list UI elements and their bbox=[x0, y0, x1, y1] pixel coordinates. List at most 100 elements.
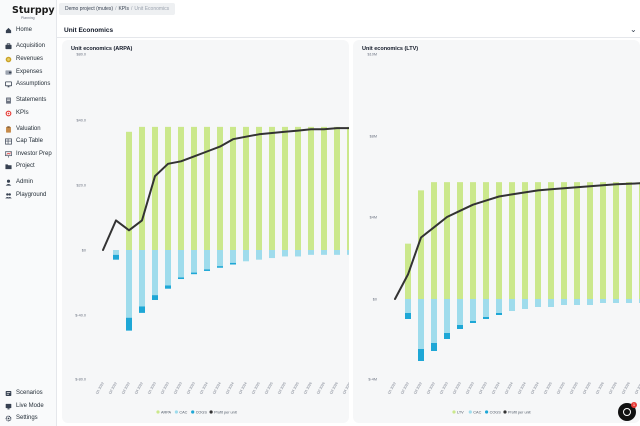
sidebar-item-settings[interactable]: Settings bbox=[0, 412, 56, 424]
sidebar-item-valuation[interactable]: Valuation bbox=[0, 123, 56, 135]
bar-cac[interactable] bbox=[431, 299, 437, 343]
bar-arpa[interactable] bbox=[191, 126, 197, 250]
bar-ltv[interactable] bbox=[470, 182, 476, 299]
bar-ltv[interactable] bbox=[444, 182, 450, 299]
profit-per-unit-line[interactable] bbox=[394, 182, 640, 300]
bar-cac[interactable] bbox=[191, 250, 197, 273]
bar-cac[interactable] bbox=[126, 250, 132, 318]
bar-cogs[interactable] bbox=[483, 317, 489, 319]
bar-cac[interactable] bbox=[243, 250, 249, 262]
bar-ltv[interactable] bbox=[418, 190, 424, 299]
bar-ltv[interactable] bbox=[561, 182, 567, 299]
bar-cac[interactable] bbox=[457, 299, 463, 325]
bar-cogs[interactable] bbox=[444, 333, 450, 339]
legend-label[interactable]: Profit per unit bbox=[508, 410, 532, 414]
bar-cac[interactable] bbox=[113, 250, 119, 255]
bar-arpa[interactable] bbox=[282, 126, 288, 250]
bar-cac[interactable] bbox=[269, 250, 275, 259]
bar-cac[interactable] bbox=[217, 250, 223, 267]
bar-cac[interactable] bbox=[522, 299, 528, 309]
bar-arpa[interactable] bbox=[321, 126, 327, 250]
bar-ltv[interactable] bbox=[496, 182, 502, 299]
bar-cogs[interactable] bbox=[418, 349, 424, 361]
bar-cogs[interactable] bbox=[178, 277, 184, 280]
bar-ltv[interactable] bbox=[405, 243, 411, 299]
bar-cogs[interactable] bbox=[204, 269, 210, 271]
bar-cac[interactable] bbox=[321, 250, 327, 255]
bar-arpa[interactable] bbox=[217, 126, 223, 250]
sidebar-item-project[interactable]: Project bbox=[0, 160, 56, 172]
bar-cac[interactable] bbox=[444, 299, 450, 333]
bar-cogs[interactable] bbox=[191, 272, 197, 275]
bar-arpa[interactable] bbox=[230, 126, 236, 250]
legend-label[interactable]: COGS bbox=[490, 410, 502, 414]
bar-cogs[interactable] bbox=[470, 321, 476, 323]
bar-cogs[interactable] bbox=[126, 317, 132, 331]
bar-cac[interactable] bbox=[139, 250, 145, 307]
bar-arpa[interactable] bbox=[178, 126, 184, 250]
sidebar-item-scenarios[interactable]: Scenarios bbox=[0, 387, 56, 399]
bar-ltv[interactable] bbox=[431, 182, 437, 299]
bar-arpa[interactable] bbox=[256, 126, 262, 250]
legend-label[interactable]: CAC bbox=[473, 410, 481, 414]
legend-label[interactable]: LTV bbox=[457, 410, 464, 414]
legend-label[interactable]: CAC bbox=[179, 410, 187, 414]
bar-cac[interactable] bbox=[165, 250, 171, 286]
bar-cac[interactable] bbox=[230, 250, 236, 263]
bar-arpa[interactable] bbox=[295, 126, 301, 250]
bar-ltv[interactable] bbox=[509, 182, 515, 299]
bar-cogs[interactable] bbox=[152, 295, 158, 300]
sidebar-item-expenses[interactable]: Expenses bbox=[0, 66, 56, 78]
sidebar-item-statements[interactable]: Statements bbox=[0, 94, 56, 106]
sidebar-item-home[interactable]: Home bbox=[0, 24, 56, 36]
bar-cac[interactable] bbox=[470, 299, 476, 321]
sidebar-item-investor-prep[interactable]: Investor Prep bbox=[0, 148, 56, 160]
bar-cogs[interactable] bbox=[496, 313, 502, 315]
bar-arpa[interactable] bbox=[308, 126, 314, 250]
bar-ltv[interactable] bbox=[587, 182, 593, 299]
bar-ltv[interactable] bbox=[600, 182, 606, 299]
sidebar-item-live-mode[interactable]: Live Mode bbox=[0, 400, 56, 412]
bar-cogs[interactable] bbox=[165, 285, 171, 289]
sidebar-item-admin[interactable]: Admin bbox=[0, 176, 56, 188]
bar-ltv[interactable] bbox=[626, 182, 632, 299]
bar-cac[interactable] bbox=[178, 250, 184, 278]
bar-cac[interactable] bbox=[535, 299, 541, 307]
bar-ltv[interactable] bbox=[457, 182, 463, 299]
bar-cac[interactable] bbox=[561, 299, 567, 305]
chevron-down-icon[interactable]: ⌄ bbox=[630, 25, 637, 34]
bar-cac[interactable] bbox=[483, 299, 489, 317]
bar-ltv[interactable] bbox=[574, 182, 580, 299]
app-logo[interactable]: Sturppy bbox=[12, 5, 55, 16]
bar-cac[interactable] bbox=[282, 250, 288, 257]
sidebar-item-kpis[interactable]: KPIs bbox=[0, 107, 56, 119]
bar-ltv[interactable] bbox=[613, 182, 619, 299]
bar-ltv[interactable] bbox=[522, 182, 528, 299]
sidebar-item-revenues[interactable]: Revenues bbox=[0, 53, 56, 65]
bar-cac[interactable] bbox=[308, 250, 314, 255]
bar-cogs[interactable] bbox=[230, 262, 236, 265]
bar-cac[interactable] bbox=[548, 299, 554, 307]
bar-ltv[interactable] bbox=[483, 182, 489, 299]
legend-label[interactable]: Profit per unit bbox=[214, 410, 238, 414]
bar-cac[interactable] bbox=[347, 250, 349, 255]
bar-ltv[interactable] bbox=[535, 182, 541, 299]
bar-cac[interactable] bbox=[334, 250, 340, 255]
bar-arpa[interactable] bbox=[269, 126, 275, 250]
bar-cogs[interactable] bbox=[431, 343, 437, 351]
bar-arpa[interactable] bbox=[165, 126, 171, 250]
bar-cac[interactable] bbox=[256, 250, 262, 260]
bar-cac[interactable] bbox=[418, 299, 424, 349]
bar-cogs[interactable] bbox=[405, 313, 411, 319]
bar-cac[interactable] bbox=[613, 299, 619, 303]
sidebar-item-acquisition[interactable]: Acquisition bbox=[0, 40, 56, 52]
sidebar-item-playground[interactable]: Playground bbox=[0, 189, 56, 201]
bar-arpa[interactable] bbox=[139, 126, 145, 250]
bar-cac[interactable] bbox=[626, 299, 632, 303]
sidebar-item-assumptions[interactable]: Assumptions bbox=[0, 78, 56, 90]
bar-cac[interactable] bbox=[152, 250, 158, 296]
legend-label[interactable]: COGS bbox=[196, 410, 208, 414]
sidebar-item-cap-table[interactable]: Cap Table bbox=[0, 135, 56, 147]
bar-cac[interactable] bbox=[600, 299, 606, 303]
bar-cac[interactable] bbox=[509, 299, 515, 311]
